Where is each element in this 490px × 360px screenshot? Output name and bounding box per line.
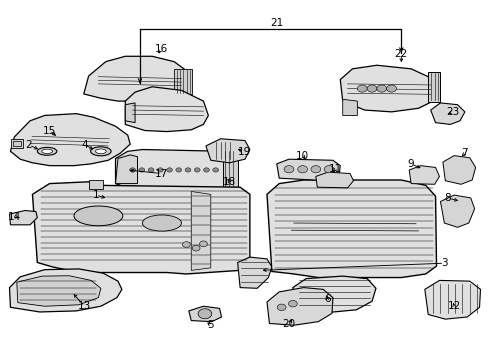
Circle shape xyxy=(357,85,367,92)
Polygon shape xyxy=(267,288,333,325)
Polygon shape xyxy=(343,99,357,116)
Ellipse shape xyxy=(42,149,52,153)
Text: 19: 19 xyxy=(237,147,251,157)
Polygon shape xyxy=(316,172,353,188)
Text: 15: 15 xyxy=(43,126,56,135)
Ellipse shape xyxy=(91,147,111,156)
Polygon shape xyxy=(206,139,250,163)
Text: 21: 21 xyxy=(270,18,283,28)
Circle shape xyxy=(324,166,334,173)
Text: 16: 16 xyxy=(154,44,168,54)
Polygon shape xyxy=(409,166,440,184)
Polygon shape xyxy=(431,103,465,125)
Polygon shape xyxy=(116,155,138,184)
Text: 10: 10 xyxy=(296,150,309,161)
Text: 13: 13 xyxy=(78,301,91,311)
Text: 17: 17 xyxy=(155,168,169,179)
Polygon shape xyxy=(9,211,37,225)
Text: 14: 14 xyxy=(8,212,21,221)
Ellipse shape xyxy=(96,149,106,154)
Polygon shape xyxy=(340,65,438,112)
Text: 1: 1 xyxy=(93,190,99,200)
Polygon shape xyxy=(9,269,122,312)
Polygon shape xyxy=(17,276,101,306)
Text: 11: 11 xyxy=(329,164,342,174)
Text: 2: 2 xyxy=(25,140,32,150)
Text: 3: 3 xyxy=(441,258,448,268)
Polygon shape xyxy=(125,87,208,132)
Polygon shape xyxy=(189,306,221,321)
Polygon shape xyxy=(238,257,272,288)
Circle shape xyxy=(182,242,190,247)
Text: 18: 18 xyxy=(223,177,236,187)
Polygon shape xyxy=(84,56,191,101)
Polygon shape xyxy=(443,156,476,184)
Text: 7: 7 xyxy=(462,148,468,158)
Circle shape xyxy=(157,168,163,172)
Polygon shape xyxy=(10,114,130,166)
Polygon shape xyxy=(32,182,250,274)
Circle shape xyxy=(139,168,145,172)
Circle shape xyxy=(284,166,294,173)
Polygon shape xyxy=(223,150,238,187)
Circle shape xyxy=(199,241,207,247)
Circle shape xyxy=(185,168,191,172)
Text: 6: 6 xyxy=(324,294,330,304)
Text: 4: 4 xyxy=(81,140,88,150)
Circle shape xyxy=(213,168,219,172)
Circle shape xyxy=(289,301,297,307)
Circle shape xyxy=(198,309,212,319)
Text: 5: 5 xyxy=(207,320,214,330)
Polygon shape xyxy=(277,159,340,181)
Polygon shape xyxy=(441,195,475,227)
Ellipse shape xyxy=(143,215,181,231)
Text: 8: 8 xyxy=(444,193,451,203)
Text: 20: 20 xyxy=(282,319,295,329)
Circle shape xyxy=(367,85,377,92)
Text: 9: 9 xyxy=(408,159,415,169)
Polygon shape xyxy=(89,180,103,189)
Ellipse shape xyxy=(74,206,123,226)
Circle shape xyxy=(298,166,308,173)
Polygon shape xyxy=(267,180,437,278)
Circle shape xyxy=(277,304,286,311)
Circle shape xyxy=(192,245,200,251)
Circle shape xyxy=(377,85,387,92)
Polygon shape xyxy=(174,69,192,94)
Polygon shape xyxy=(125,103,135,123)
Polygon shape xyxy=(191,192,211,270)
Circle shape xyxy=(203,168,209,172)
Polygon shape xyxy=(13,140,21,146)
Text: 23: 23 xyxy=(446,107,459,117)
Polygon shape xyxy=(293,276,376,313)
Ellipse shape xyxy=(37,147,57,155)
Circle shape xyxy=(176,168,182,172)
Text: 12: 12 xyxy=(447,301,461,311)
Text: 22: 22 xyxy=(395,49,408,59)
Circle shape xyxy=(195,168,200,172)
Circle shape xyxy=(311,166,321,173)
Circle shape xyxy=(148,168,154,172)
Circle shape xyxy=(387,85,396,92)
Circle shape xyxy=(167,168,172,172)
Polygon shape xyxy=(425,280,481,319)
Polygon shape xyxy=(116,149,235,188)
Polygon shape xyxy=(428,72,441,102)
Polygon shape xyxy=(11,139,23,148)
Circle shape xyxy=(130,168,136,172)
